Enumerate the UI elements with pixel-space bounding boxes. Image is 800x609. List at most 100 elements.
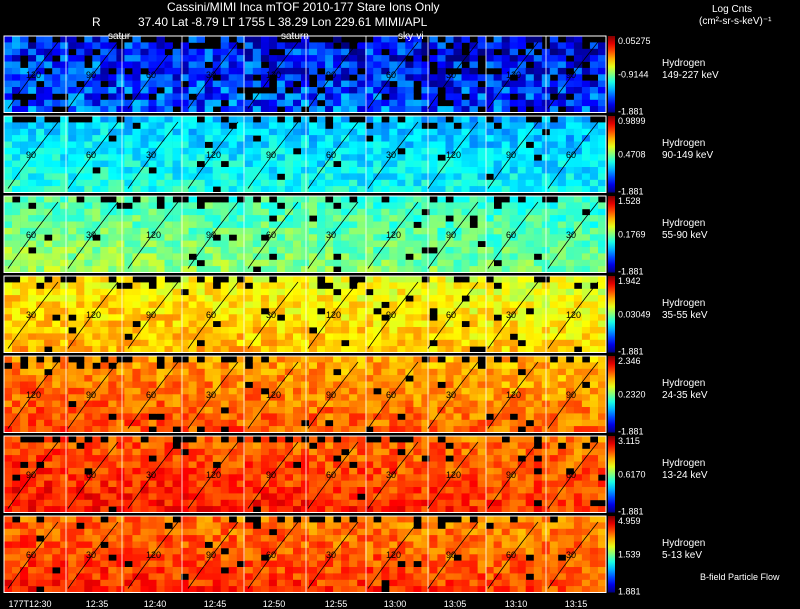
colorbar-mid: 0.03049	[618, 309, 651, 319]
panel-7: 60 30 120 90 60 30 120 90 60 30 4.959 1.539 1.881 Hyd…	[3, 515, 705, 597]
contour-label: 30	[386, 470, 396, 480]
colorbar-max: 1.942	[618, 276, 641, 286]
contour-label: 60	[566, 150, 576, 160]
contour-label: 30	[566, 230, 576, 240]
colorbar-mid: 1.539	[618, 549, 641, 559]
contour-label: 90	[266, 150, 276, 160]
contour-label: 90	[266, 470, 276, 480]
contour-label: 30	[326, 550, 336, 560]
contour-label: 30	[446, 70, 456, 80]
panel-1: 120 90 60 30 120 90 60 30 120 90 0.05275 -0.9144 -1.…	[3, 35, 719, 117]
time-tick-label: 12:55	[325, 599, 348, 609]
view-label-saturn: saturn	[281, 31, 309, 42]
time-tick-label: 12:35	[86, 599, 109, 609]
colorbar-max: 2.346	[618, 356, 641, 366]
species-label: Hydrogen	[662, 458, 705, 469]
contour-label: 120	[446, 150, 461, 160]
panel-6: 90 60 30 120 90 60 30 120 90 60 3.115 0.6170 -1.881 H…	[3, 435, 708, 517]
contour-label: 90	[26, 150, 36, 160]
contour-label: 60	[326, 470, 336, 480]
colorbar-min: -1.881	[618, 107, 644, 117]
time-tick-label: 13:00	[384, 599, 407, 609]
contour-label: 90	[566, 70, 576, 80]
colorbar-min: -1.881	[618, 347, 644, 357]
contour-label: 30	[206, 390, 216, 400]
r-label: R	[92, 15, 101, 29]
contour-label: 120	[146, 550, 161, 560]
energy-label: 55-90 keV	[662, 230, 708, 241]
time-tick-label: 12:45	[204, 599, 227, 609]
colorbar	[608, 356, 615, 433]
contour-label: 60	[506, 550, 516, 560]
colorbar-min: -1.881	[618, 187, 644, 197]
colorbar-max: 0.05275	[618, 36, 651, 46]
contour-label: 60	[266, 230, 276, 240]
energy-label: 5-13 keV	[662, 550, 702, 561]
contour-label: 90	[566, 390, 576, 400]
contour-label: 120	[86, 310, 101, 320]
contour-label: 60	[386, 390, 396, 400]
time-tick-label: 177T12:30	[8, 599, 51, 609]
contour-label: 90	[206, 550, 216, 560]
contour-label: 120	[26, 70, 41, 80]
contour-label: 90	[86, 70, 96, 80]
colorbar-max: 4.959	[618, 516, 641, 526]
contour-label: 60	[386, 70, 396, 80]
energy-label: 149-227 keV	[662, 70, 719, 81]
contour-label: 60	[86, 470, 96, 480]
species-label: Hydrogen	[662, 378, 705, 389]
species-label: Hydrogen	[662, 538, 705, 549]
contour-label: 120	[506, 70, 521, 80]
contour-label: 120	[266, 390, 281, 400]
colorbar-max: 0.9899	[618, 116, 646, 126]
contour-label: 90	[506, 470, 516, 480]
colorbar	[608, 116, 615, 193]
contour-label: 90	[26, 470, 36, 480]
contour-label: 90	[146, 310, 156, 320]
contour-label: 90	[326, 70, 336, 80]
contour-label: 30	[326, 230, 336, 240]
colorbar-max: 3.115	[618, 436, 640, 446]
colorbar-mid: 0.4708	[618, 149, 646, 159]
contour-label: 30	[146, 150, 156, 160]
figure-title: Cassini/MIMI Inca mTOF 2010-177 Stare Io…	[167, 0, 440, 14]
contour-label: 120	[386, 230, 401, 240]
energy-label: 35-55 keV	[662, 310, 708, 321]
energy-label: 13-24 keV	[662, 470, 708, 481]
contour-label: 60	[146, 390, 156, 400]
time-tick-label: 12:40	[144, 599, 167, 609]
colorbar-max: 1.528	[618, 196, 641, 206]
ephemeris-line: 37.40 Lat -8.79 LT 1755 L 38.29 Lon 229.…	[138, 15, 428, 29]
panel-2: 90 60 30 120 90 60 30 120 90 60 0.9899 0.4708 -1.881…	[3, 115, 713, 197]
colorbar-mid: 0.1769	[618, 229, 646, 239]
contour-label: 30	[386, 150, 396, 160]
bfield-note: B-field Particle Flow	[700, 572, 780, 582]
contour-label: 120	[506, 390, 521, 400]
contour-label: 60	[26, 230, 36, 240]
contour-label: 30	[566, 550, 576, 560]
contour-label: 60	[266, 550, 276, 560]
contour-label: 90	[446, 550, 456, 560]
time-tick-label: 13:15	[565, 599, 588, 609]
contour-label: 120	[386, 550, 401, 560]
contour-label: 60	[566, 470, 576, 480]
panel-5: 120 90 60 30 120 90 60 30 120 90 2.346 0.2320 -1.881…	[3, 355, 708, 437]
contour-label: 30	[446, 390, 456, 400]
species-label: Hydrogen	[662, 298, 705, 309]
contour-label: 30	[506, 310, 516, 320]
panel-3: 60 30 120 90 60 30 120 90 60 30 1.528 0.1769 -1.881 H…	[3, 195, 708, 277]
contour-label: 120	[146, 230, 161, 240]
contour-label: 120	[26, 390, 41, 400]
contour-label: 120	[206, 150, 221, 160]
colorbar-min: 1.881	[618, 587, 641, 597]
contour-label: 120	[566, 310, 581, 320]
view-label-satur: satur	[108, 31, 131, 42]
panel-4: 30 120 90 60 30 120 90 60 30 120 1.942 0.03049 -1.88…	[3, 275, 708, 357]
colorbar	[608, 516, 615, 593]
view-label-sky: sky-vi	[398, 31, 424, 42]
contour-label: 90	[446, 230, 456, 240]
contour-label: 60	[326, 150, 336, 160]
contour-label: 120	[446, 470, 461, 480]
